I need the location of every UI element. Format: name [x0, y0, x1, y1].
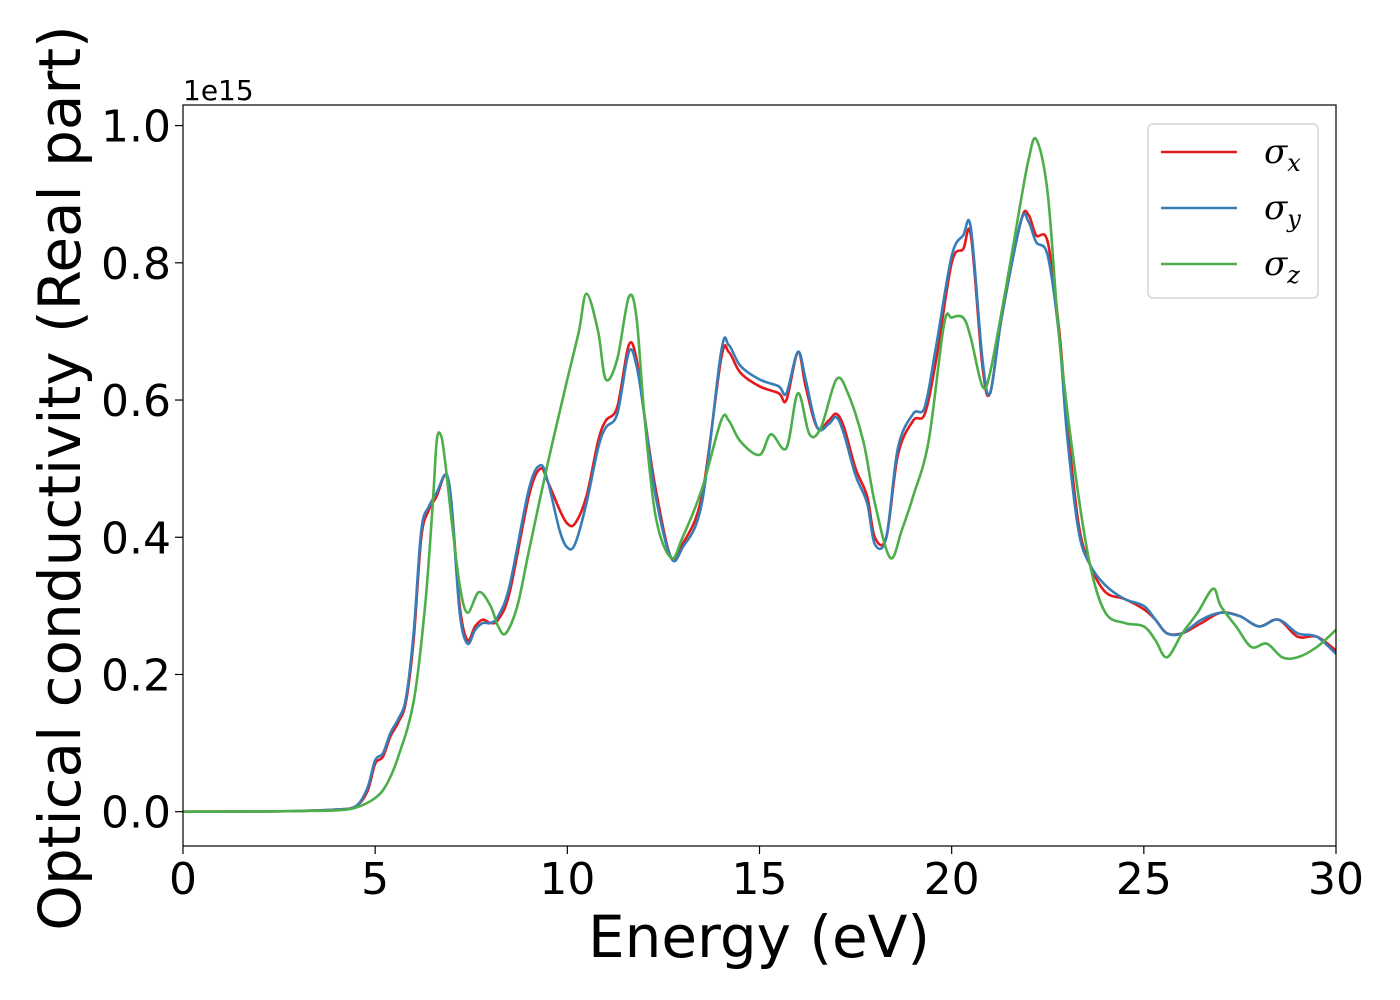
y-offset-label: 1e15 [183, 74, 254, 107]
x-tick-label: 25 [1116, 854, 1172, 905]
legend-subscript-x: x [1287, 149, 1301, 177]
y-tick-label: 1.0 [101, 102, 171, 153]
x-tick-label: 20 [924, 854, 980, 905]
plot-lines [183, 136, 1336, 813]
x-tick-label: 30 [1308, 854, 1364, 905]
x-axis: 0 5 10 15 20 25 30 [169, 846, 1364, 905]
y-tick-label: 0.8 [101, 239, 171, 290]
y-tick-label: 0.2 [101, 650, 171, 701]
legend-box [1147, 123, 1319, 299]
x-axis-title: Energy (eV) [588, 903, 930, 971]
x-tick-label: 10 [539, 854, 595, 905]
series-line-z [183, 136, 1336, 813]
x-tick-label: 15 [732, 854, 788, 905]
y-tick-label: 0.4 [101, 513, 171, 564]
y-tick-label: 0.6 [101, 376, 171, 427]
x-tick-label: 5 [361, 854, 389, 905]
y-tick-label: 0.0 [101, 788, 171, 839]
legend-subscript-y: y [1286, 205, 1301, 233]
y-axis-title: Optical conductivity (Real part) [26, 25, 94, 930]
x-tick-label: 0 [169, 854, 197, 905]
legend-subscript-z: z [1286, 261, 1300, 289]
series-line-y [183, 212, 1336, 813]
y-axis: 0.0 0.2 0.4 0.6 0.8 1.0 [101, 102, 183, 839]
